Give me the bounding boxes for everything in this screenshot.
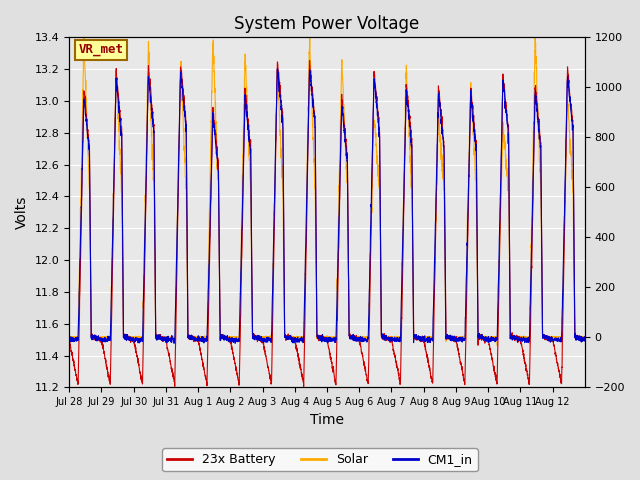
Text: VR_met: VR_met [79, 43, 124, 56]
Legend: 23x Battery, Solar, CM1_in: 23x Battery, Solar, CM1_in [163, 448, 477, 471]
Title: System Power Voltage: System Power Voltage [234, 15, 420, 33]
Y-axis label: Volts: Volts [15, 196, 29, 229]
X-axis label: Time: Time [310, 413, 344, 427]
